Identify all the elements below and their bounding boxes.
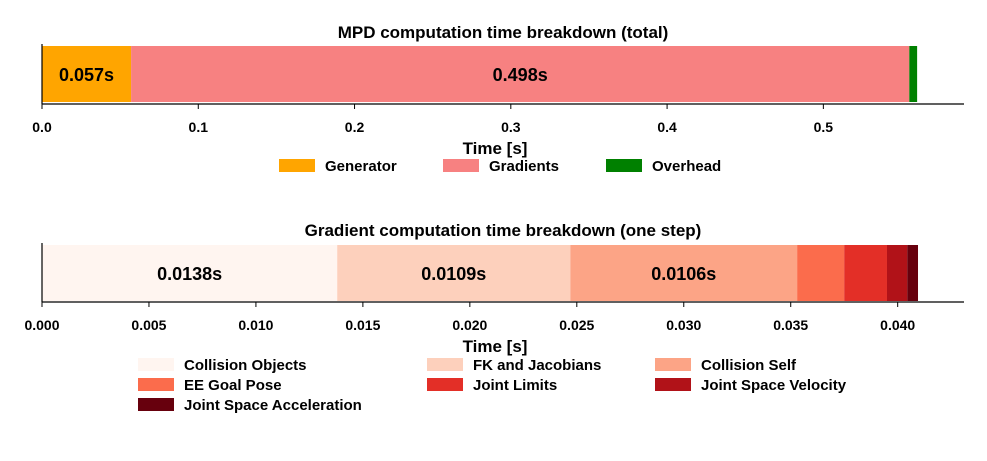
data-label-collision-self: 0.0106s — [651, 264, 716, 284]
x-tick-label: 0.5 — [814, 119, 834, 135]
bar-collision-objects — [42, 245, 338, 301]
x-tick-label: 0.000 — [24, 317, 59, 333]
bar-fk-and-jacobians — [337, 245, 571, 301]
x-tick-label: 0.035 — [773, 317, 808, 333]
bar-group: 0.0138s 0.0109s 0.0106s — [42, 245, 919, 301]
legend-swatch — [138, 378, 174, 391]
legend-label: Joint Space Velocity — [701, 377, 847, 394]
x-axis: 0.0 0.1 0.2 0.3 0.4 0.5 — [32, 44, 964, 135]
x-tick-label: 0.010 — [238, 317, 273, 333]
x-tick-label: 0.005 — [131, 317, 166, 333]
legend-swatch — [655, 378, 691, 391]
bar-generator — [42, 46, 132, 102]
legend-item-ee-goal-pose: EE Goal Pose — [138, 377, 282, 394]
legend: Collision Objects FK and Jacobians Collisi… — [138, 357, 847, 414]
x-axis-label: Time [s] — [463, 337, 528, 356]
bar-joint-space-velocity — [886, 245, 908, 301]
legend-swatch — [443, 159, 479, 172]
legend-label: Gradients — [489, 158, 559, 175]
data-label-generator: 0.057s — [59, 65, 114, 85]
legend-label: EE Goal Pose — [184, 377, 282, 394]
bar-ee-goal-pose — [797, 245, 845, 301]
legend-swatch — [279, 159, 315, 172]
legend-item-collision-self: Collision Self — [655, 357, 797, 374]
legend-item-joint-space-velocity: Joint Space Velocity — [655, 377, 847, 394]
data-label-gradients: 0.498s — [493, 65, 548, 85]
x-tick-label: 0.4 — [657, 119, 677, 135]
x-tick-label: 0.030 — [666, 317, 701, 333]
legend-label: Joint Space Acceleration — [184, 397, 362, 414]
legend: Generator Gradients Overhead — [279, 158, 721, 175]
chart-title: MPD computation time breakdown (total) — [338, 23, 669, 42]
gradient-time-chart: Gradient computation time breakdown (one… — [24, 221, 964, 414]
legend-swatch — [655, 358, 691, 371]
x-tick-label: 0.0 — [32, 119, 52, 135]
x-tick-label: 0.020 — [452, 317, 487, 333]
x-tick-label: 0.025 — [559, 317, 594, 333]
legend-item-fk-and-jacobians: FK and Jacobians — [427, 357, 601, 374]
legend-label: Generator — [325, 158, 397, 175]
legend-swatch — [606, 159, 642, 172]
legend-item-joint-space-acceleration: Joint Space Acceleration — [138, 397, 362, 414]
legend-item-generator: Generator — [279, 158, 397, 175]
legend-swatch — [427, 358, 463, 371]
total-time-chart: MPD computation time breakdown (total) 0… — [32, 23, 964, 175]
legend-label: Joint Limits — [473, 377, 557, 394]
bar-group: 0.057s 0.498s — [42, 46, 918, 102]
bar-joint-limits — [844, 245, 887, 301]
x-tick-label: 0.3 — [501, 119, 521, 135]
x-tick-label: 0.1 — [189, 119, 209, 135]
data-label-collision-objects: 0.0138s — [157, 264, 222, 284]
x-tick-label: 0.2 — [345, 119, 365, 135]
bar-collision-self — [570, 245, 798, 301]
chart-title: Gradient computation time breakdown (one… — [305, 221, 702, 240]
legend-swatch — [138, 398, 174, 411]
bar-joint-space-acceleration — [907, 245, 919, 301]
x-tick-label: 0.015 — [345, 317, 380, 333]
legend-item-gradients: Gradients — [443, 158, 559, 175]
x-axis-label: Time [s] — [463, 139, 528, 158]
legend-label: Overhead — [652, 158, 721, 175]
data-label-fk-and-jacobians: 0.0109s — [421, 264, 486, 284]
x-axis: 0.000 0.005 0.010 0.015 0.020 0.025 0.030 0.035… — [24, 243, 964, 333]
legend-label: FK and Jacobians — [473, 357, 601, 374]
bar-overhead — [909, 46, 918, 102]
legend-label: Collision Objects — [184, 357, 307, 374]
legend-item-joint-limits: Joint Limits — [427, 377, 557, 394]
bar-gradients — [131, 46, 910, 102]
legend-swatch — [427, 378, 463, 391]
legend-item-collision-objects: Collision Objects — [138, 357, 307, 374]
legend-swatch — [138, 358, 174, 371]
legend-item-overhead: Overhead — [606, 158, 721, 175]
legend-label: Collision Self — [701, 357, 797, 374]
x-tick-label: 0.040 — [880, 317, 915, 333]
